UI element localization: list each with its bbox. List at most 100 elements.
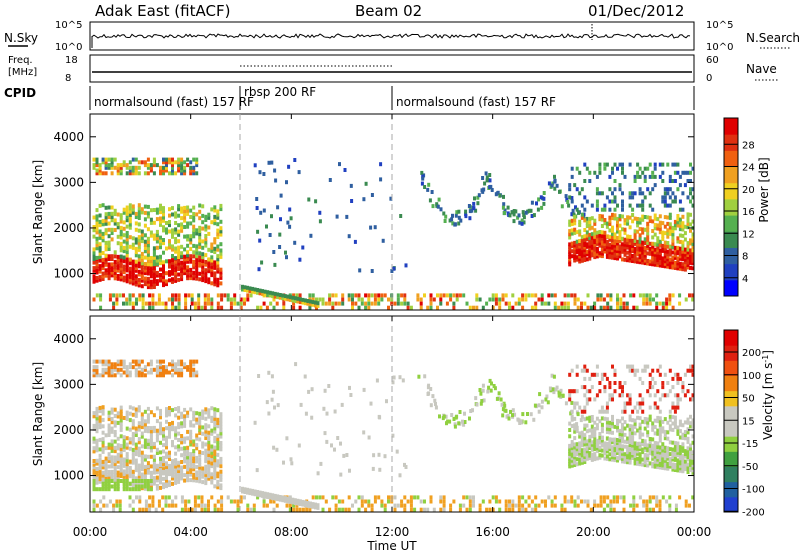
heatmap-cell bbox=[174, 367, 178, 372]
heatmap-cell bbox=[645, 499, 649, 504]
heatmap-cell bbox=[116, 359, 120, 364]
heatmap-cell bbox=[137, 370, 141, 375]
heatmap-cell bbox=[331, 301, 335, 306]
heatmap-cell bbox=[416, 495, 420, 500]
heatmap-cell bbox=[174, 278, 178, 283]
nsky-tick-bottom: 10^0 bbox=[55, 42, 82, 53]
heatmap-cell bbox=[107, 470, 111, 474]
heatmap-cell bbox=[583, 426, 587, 431]
heatmap-cell bbox=[608, 187, 612, 192]
heatmap-cell bbox=[92, 436, 96, 441]
heatmap-cell bbox=[140, 239, 144, 244]
heatmap-cell bbox=[568, 449, 572, 454]
heatmap-cell bbox=[673, 372, 677, 377]
heatmap-cell bbox=[95, 240, 99, 244]
heatmap-cell bbox=[137, 238, 141, 243]
heatmap-cell bbox=[605, 456, 609, 461]
heatmap-cell bbox=[113, 365, 117, 370]
heatmap-cell bbox=[676, 460, 680, 465]
heatmap-cell bbox=[540, 205, 544, 210]
heatmap-cell bbox=[573, 445, 577, 450]
heatmap-cell bbox=[116, 456, 120, 460]
heatmap-cell bbox=[107, 373, 111, 378]
heatmap-cell bbox=[283, 296, 287, 301]
heatmap-cell bbox=[104, 481, 108, 486]
heatmap-cell bbox=[646, 251, 650, 256]
heatmap-cell bbox=[113, 478, 117, 483]
heatmap-cell bbox=[201, 204, 205, 209]
heatmap-cell bbox=[198, 471, 202, 476]
heatmap-cell bbox=[213, 221, 217, 226]
heatmap-cell bbox=[174, 407, 178, 411]
heatmap-cell bbox=[174, 237, 178, 241]
heatmap-cell bbox=[500, 402, 504, 407]
heatmap-cell bbox=[201, 441, 205, 446]
heatmap-cell bbox=[134, 250, 138, 255]
heatmap-cell bbox=[95, 220, 99, 225]
heatmap-cell bbox=[600, 234, 604, 238]
heatmap-cell bbox=[452, 293, 456, 298]
heatmap-cell bbox=[653, 459, 657, 464]
heatmap-cell bbox=[608, 439, 612, 444]
heatmap-cell bbox=[578, 446, 582, 451]
heatmap-cell bbox=[656, 223, 660, 228]
heatmap-cell bbox=[626, 240, 630, 245]
heatmap-cell bbox=[663, 429, 667, 434]
heatmap-cell bbox=[648, 446, 652, 451]
heatmap-cell bbox=[183, 423, 187, 428]
heatmap-cell bbox=[504, 301, 508, 306]
heatmap-cell bbox=[398, 473, 402, 478]
heatmap-cell bbox=[146, 464, 150, 469]
heatmap-cell bbox=[590, 216, 594, 221]
heatmap-cell bbox=[641, 432, 645, 437]
heatmap-cell bbox=[334, 301, 338, 306]
heatmap-cell bbox=[393, 507, 397, 512]
heatmap-cell bbox=[184, 297, 188, 302]
heatmap-cell bbox=[137, 257, 141, 262]
heatmap-cell bbox=[678, 422, 682, 427]
heatmap-cell bbox=[550, 183, 554, 188]
heatmap-cell bbox=[608, 457, 612, 462]
heatmap-cell bbox=[189, 370, 193, 375]
heatmap-cell bbox=[107, 262, 111, 267]
heatmap-cell bbox=[613, 243, 617, 248]
heatmap-cell bbox=[95, 214, 99, 219]
heatmap-cell bbox=[285, 180, 288, 185]
heatmap-cell bbox=[465, 301, 469, 306]
heatmap-cell bbox=[119, 171, 123, 176]
heatmap-cell bbox=[598, 230, 602, 234]
heatmap-cell bbox=[648, 499, 652, 504]
heatmap-cell bbox=[92, 257, 96, 261]
heatmap-cell bbox=[159, 412, 162, 417]
heatmap-cell bbox=[107, 370, 111, 375]
heatmap-cell bbox=[98, 468, 102, 473]
heatmap-cell bbox=[152, 262, 156, 267]
heatmap-cell bbox=[380, 503, 384, 508]
heatmap-cell bbox=[373, 495, 377, 500]
heatmap-cell bbox=[137, 280, 141, 285]
heatmap-cell bbox=[658, 422, 662, 427]
heatmap-cell bbox=[498, 507, 502, 512]
heatmap-cell bbox=[272, 445, 276, 450]
heatmap-cell bbox=[345, 214, 349, 219]
heatmap-cell bbox=[146, 243, 150, 248]
heatmap-cell bbox=[285, 503, 289, 508]
heatmap-cell bbox=[192, 362, 196, 367]
heatmap-cell bbox=[190, 507, 194, 512]
heatmap-cell bbox=[207, 424, 211, 429]
heatmap-cell bbox=[101, 470, 105, 475]
heatmap-cell bbox=[583, 207, 587, 212]
heatmap-cell bbox=[648, 246, 652, 251]
heatmap-cell bbox=[213, 250, 217, 254]
heatmap-cell bbox=[204, 470, 208, 475]
heatmap-cell bbox=[429, 293, 433, 298]
heatmap-cell bbox=[628, 397, 632, 402]
heatmap-cell bbox=[198, 258, 202, 263]
heatmap-cell bbox=[575, 364, 579, 369]
heatmap-cell bbox=[92, 268, 96, 273]
heatmap-cell bbox=[92, 215, 96, 220]
heatmap-cell bbox=[107, 165, 111, 170]
heatmap-cell bbox=[589, 305, 593, 310]
heatmap-cell bbox=[95, 278, 99, 283]
heatmap-cell bbox=[204, 423, 208, 428]
